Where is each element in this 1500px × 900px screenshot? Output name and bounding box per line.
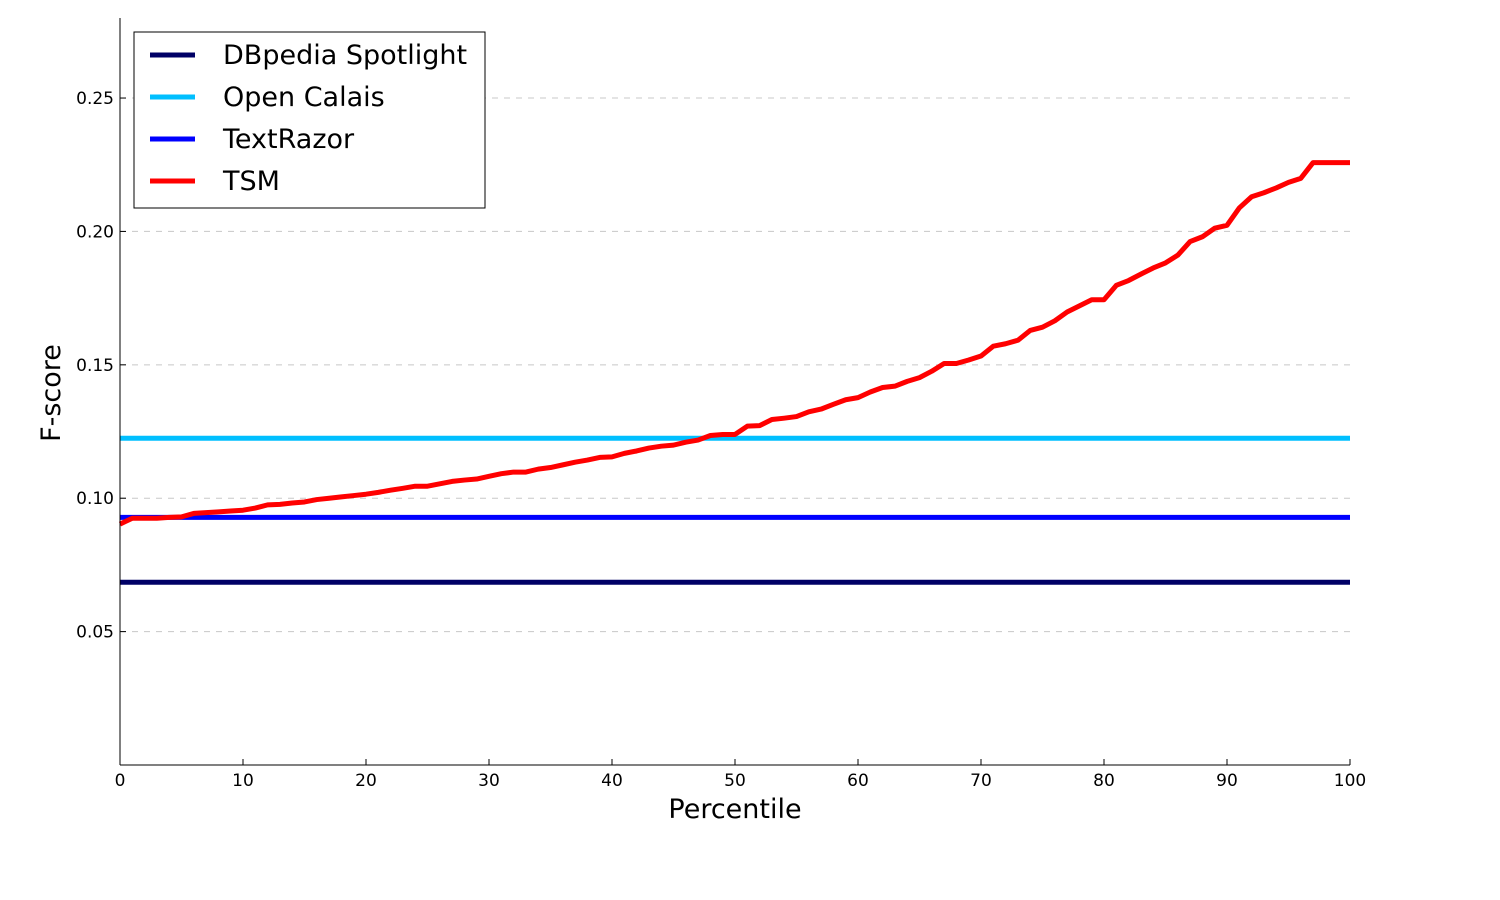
y-axis-title: F-score [36, 344, 67, 442]
x-tick-label: 20 [355, 771, 377, 791]
y-tick-label: 0.25 [76, 89, 114, 109]
legend: DBpedia Spotlight Open Calais TextRazor TSM [133, 31, 486, 209]
legend-label: TextRazor [222, 124, 355, 155]
axes: 0 10 20 30 40 50 60 70 80 90 100 0.05 0.10 0.15 0.20 0.… [76, 18, 1366, 791]
x-tick-label: 80 [1093, 771, 1115, 791]
y-tick-label: 0.10 [76, 489, 114, 509]
x-tick-label: 100 [1334, 771, 1366, 791]
x-tick-label: 30 [478, 771, 500, 791]
x-tick-label: 10 [232, 771, 254, 791]
y-tick-label: 0.05 [76, 623, 114, 643]
x-tick-label: 0 [115, 771, 126, 791]
x-tick-label: 70 [970, 771, 992, 791]
x-tick-label: 90 [1216, 771, 1238, 791]
series-line-tsm [118, 160, 1350, 527]
plot-area [118, 160, 1350, 585]
x-tick-label: 40 [601, 771, 623, 791]
y-tick-label: 0.15 [76, 356, 114, 376]
x-tick-label: 50 [724, 771, 746, 791]
x-axis-title: Percentile [668, 794, 801, 825]
legend-label: Open Calais [223, 82, 385, 113]
y-tick-label: 0.20 [76, 222, 114, 242]
x-tick-label: 60 [847, 771, 869, 791]
legend-label: DBpedia Spotlight [223, 40, 467, 71]
legend-label: TSM [222, 166, 280, 197]
